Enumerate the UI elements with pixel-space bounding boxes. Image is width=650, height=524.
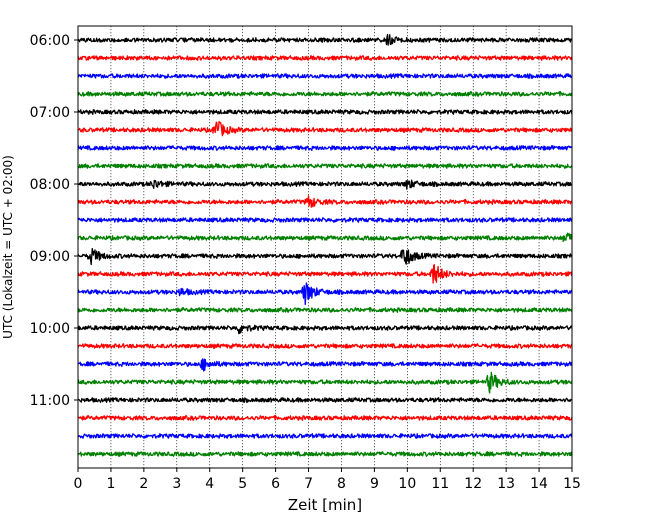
seismic-trace-0630 (77, 73, 573, 79)
seismic-trace-0615 (77, 55, 573, 61)
seismic-trace-0930 (77, 282, 573, 306)
seismic-trace-1000 (77, 324, 573, 335)
seismic-trace-0830 (77, 217, 573, 223)
seismic-trace-0815 (77, 195, 573, 208)
seismic-trace-0715 (77, 120, 573, 137)
seismic-trace-1115 (77, 415, 573, 421)
seismic-traces (77, 33, 573, 457)
x-axis-label: Zeit [min] (288, 496, 362, 514)
x-tick-label: 6 (271, 476, 280, 492)
x-tick-label: 2 (139, 476, 148, 492)
x-axis-ticks: 0 1 2 3 4 5 6 7 8 9 10 11 12 13 14 15 (74, 468, 581, 492)
x-tick-label: 4 (205, 476, 214, 492)
y-axis-ticks: 06:00 07:00 08:00 09:00 10:00 11:00 (30, 33, 78, 409)
x-tick-label: 1 (106, 476, 115, 492)
x-tick-label: 5 (238, 476, 247, 492)
plot-background (78, 26, 572, 468)
seismic-trace-0945 (77, 307, 573, 313)
x-tick-label: 3 (172, 476, 181, 492)
seismic-trace-1130 (77, 433, 573, 439)
y-tick-label: 09:00 (30, 249, 70, 265)
y-tick-label: 10:00 (30, 321, 70, 337)
seismic-trace-1100 (77, 397, 573, 403)
x-tick-label: 15 (563, 476, 581, 492)
x-tick-label: 10 (398, 476, 416, 492)
x-tick-label: 7 (304, 476, 313, 492)
seismic-trace-1030 (77, 358, 573, 372)
x-tick-label: 8 (337, 476, 346, 492)
x-tick-label: 0 (74, 476, 83, 492)
seismic-trace-0745 (77, 163, 573, 169)
seismic-trace-0700 (77, 109, 573, 115)
y-axis-label: UTC (Lokalzeit = UTC + 02:00) (1, 155, 15, 339)
seismic-trace-0845 (77, 232, 573, 243)
seismic-trace-0915 (77, 263, 573, 284)
x-tick-label: 12 (464, 476, 482, 492)
y-tick-label: 06:00 (30, 33, 70, 49)
x-tick-label: 11 (431, 476, 449, 492)
seismic-trace-1145 (77, 451, 573, 457)
plot-frame (77, 25, 573, 469)
seismic-trace-0645 (77, 91, 573, 97)
x-tick-label: 13 (497, 476, 515, 492)
seismic-trace-0730 (77, 145, 573, 151)
y-tick-label: 07:00 (30, 105, 70, 121)
x-tick-label: 14 (530, 476, 548, 492)
seismic-trace-0600 (77, 33, 573, 46)
y-tick-label: 08:00 (30, 177, 70, 193)
seismic-trace-1015 (77, 343, 573, 349)
seismic-trace-0900 (77, 247, 573, 266)
seismic-trace-0800 (77, 179, 573, 190)
x-tick-label: 9 (370, 476, 379, 492)
y-tick-label: 11:00 (30, 393, 70, 409)
seismic-trace-1045 (77, 371, 573, 394)
